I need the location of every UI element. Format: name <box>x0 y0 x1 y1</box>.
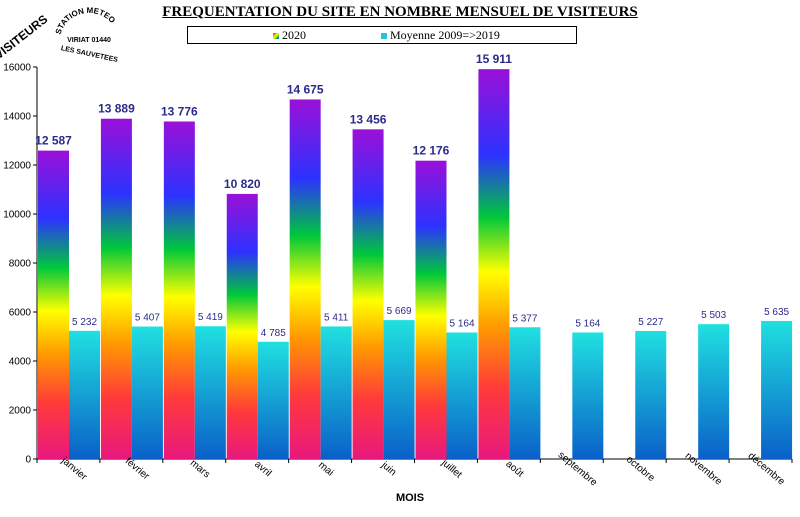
bar-2020 <box>289 99 321 460</box>
bar-moyenne <box>383 320 415 459</box>
x-tick-label: mai <box>316 460 335 479</box>
bar-2020 <box>226 193 258 459</box>
legend: 2020 Moyenne 2009=>2019 <box>187 26 577 44</box>
station-stamp-logo: STATION METEO VIRIAT 01440 LES SAUVETEES <box>54 6 119 64</box>
data-label-moyenne: 5 411 <box>324 312 349 323</box>
bar-moyenne <box>761 320 793 459</box>
bar-2020 <box>415 160 447 460</box>
bar-moyenne <box>131 326 163 459</box>
legend-label-2020: 2020 <box>282 28 306 42</box>
y-tick-label: 0 <box>25 455 31 466</box>
data-label-2020: 12 587 <box>35 134 72 148</box>
data-label-2020: 12 176 <box>413 144 450 158</box>
y-tick-label: 6000 <box>9 308 32 319</box>
y-tick-label: 16000 <box>3 63 31 74</box>
legend-swatch-moyenne <box>381 32 387 39</box>
bar-moyenne <box>320 326 352 459</box>
x-tick-label: juin <box>378 459 398 478</box>
data-label-moyenne: 4 785 <box>261 328 286 339</box>
y-tick-label: 14000 <box>3 112 31 123</box>
legend-item-moyenne: Moyenne 2009=>2019 <box>381 28 500 43</box>
svg-text:VIRIAT 01440: VIRIAT 01440 <box>67 37 111 44</box>
data-label-moyenne: 5 164 <box>575 318 600 329</box>
bar-2020 <box>100 118 132 460</box>
data-label-moyenne: 5 407 <box>135 313 160 324</box>
bar-2020 <box>38 150 69 459</box>
data-label-moyenne: 5 503 <box>701 310 726 321</box>
x-axis-label: MOIS <box>395 492 425 504</box>
legend-label-moyenne: Moyenne 2009=>2019 <box>390 28 500 42</box>
y-tick-label: 4000 <box>9 357 32 368</box>
bar-moyenne <box>635 330 667 459</box>
data-label-2020: 15 911 <box>476 52 512 66</box>
bar-moyenne <box>509 327 541 459</box>
data-label-moyenne: 5 377 <box>512 313 537 324</box>
bar-moyenne <box>572 332 604 459</box>
x-tick-label: avril <box>252 459 273 479</box>
bar-2020 <box>478 69 510 460</box>
legend-item-2020: 2020 <box>273 28 306 43</box>
x-tick-label: août <box>503 459 525 480</box>
x-tick-label: mars <box>188 458 212 481</box>
data-label-moyenne: 5 669 <box>387 306 412 317</box>
y-tick-label: 8000 <box>9 259 32 270</box>
data-label-2020: 13 889 <box>98 102 135 116</box>
y-tick-label: 10000 <box>3 210 31 221</box>
chart-title: FREQUENTATION DU SITE EN NOMBRE MENSUEL … <box>162 4 638 20</box>
data-label-moyenne: 5 419 <box>198 312 223 323</box>
data-label-2020: 13 456 <box>350 112 387 126</box>
bar-moyenne <box>446 332 478 459</box>
x-tick-label: juillet <box>439 457 464 481</box>
data-label-2020: 13 776 <box>161 104 198 118</box>
bar-2020 <box>352 129 384 459</box>
data-label-moyenne: 5 164 <box>449 318 474 329</box>
data-label-moyenne: 5 635 <box>764 307 789 318</box>
bar-2020 <box>163 121 195 459</box>
bar-moyenne <box>194 326 226 459</box>
data-label-moyenne: 5 232 <box>72 317 97 328</box>
y-tick-label: 2000 <box>9 406 32 417</box>
bar-moyenne <box>69 330 100 459</box>
bar-moyenne <box>257 341 289 459</box>
data-label-2020: 14 675 <box>287 82 324 96</box>
x-tick-label: février <box>123 456 152 483</box>
data-label-moyenne: 5 227 <box>638 317 663 328</box>
data-label-2020: 10 820 <box>224 177 261 191</box>
bar-moyenne <box>698 324 730 459</box>
legend-swatch-2020 <box>273 32 279 39</box>
y-tick-label: 12000 <box>3 161 31 172</box>
